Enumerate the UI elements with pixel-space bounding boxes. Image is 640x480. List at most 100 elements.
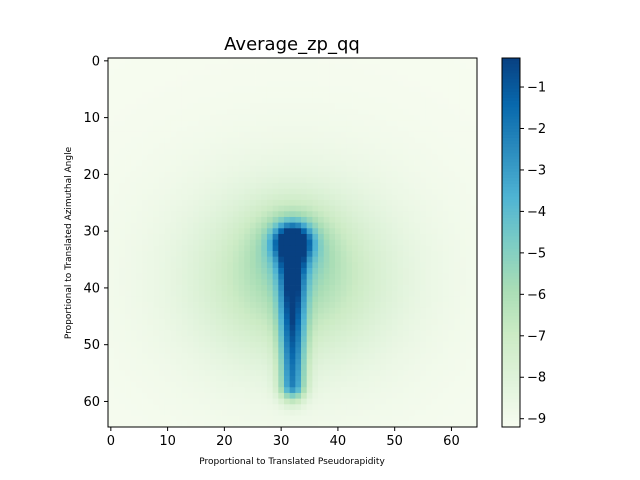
heatmap-cell [170,387,177,394]
heatmap-cell [164,171,171,178]
heatmap-cell [437,216,444,223]
heatmap-cell [386,239,393,246]
heatmap-cell [431,268,438,275]
heatmap-cell [295,228,302,235]
heatmap-cell [431,63,438,70]
heatmap-cell [346,409,353,416]
heatmap-cell [289,194,296,201]
heatmap-cell [221,273,228,280]
heatmap-cell [374,137,381,144]
heatmap-cell [136,279,143,286]
heatmap-cell [238,69,245,76]
heatmap-cell [301,216,308,223]
heatmap-cell [244,273,251,280]
heatmap-cell [414,268,421,275]
heatmap-cell [147,392,154,399]
heatmap-cell [437,188,444,195]
heatmap-cell [283,381,291,388]
heatmap-cell [187,148,194,155]
heatmap-cell [255,404,262,411]
heatmap-cell [227,279,234,286]
heatmap-cell [244,80,251,87]
heatmap-cell [204,415,211,422]
heatmap-cell [147,233,154,241]
heatmap-cell [238,290,245,297]
heatmap-cell [295,330,302,337]
heatmap-cell [295,177,302,184]
colorbar-segment [502,64,520,68]
heatmap-cell [119,302,126,309]
heatmap-cell [170,171,177,178]
heatmap-cell [335,330,342,337]
heatmap-cell [346,313,353,320]
heatmap-cell [142,143,149,150]
heatmap-cell [352,313,359,320]
heatmap-cell [289,279,296,286]
heatmap-cell [363,251,370,258]
heatmap-cell [170,69,177,76]
heatmap-cell [278,415,285,422]
heatmap-cell [227,58,234,65]
heatmap-cell [255,205,262,212]
heatmap-cell [448,336,455,343]
heatmap-cell [266,364,273,371]
heatmap-cell [198,137,205,144]
heatmap-cell [261,120,268,127]
heatmap-cell [431,319,438,326]
heatmap-cell [227,245,234,252]
colorbar-segment [502,331,520,336]
heatmap-cell [266,262,273,269]
colorbar-segment [502,337,520,342]
heatmap-cell [340,302,347,309]
heatmap-cell [369,381,376,388]
chart-title: Average_zp_qq [224,34,360,55]
heatmap-cell [425,86,432,93]
heatmap-cell [261,324,268,331]
heatmap-cell [408,307,415,314]
heatmap-cell [232,194,239,201]
heatmap-cell [465,148,472,155]
heatmap-cell [164,177,171,184]
heatmap-cell [386,92,393,99]
heatmap-cell [323,165,330,172]
heatmap-cell [170,148,177,155]
heatmap-cell [142,290,149,297]
heatmap-cell [198,245,205,252]
heatmap-cell [204,268,211,275]
heatmap-cell [193,194,200,201]
heatmap-cell [125,205,132,212]
heatmap-cell [318,109,325,116]
heatmap-cell [386,319,393,326]
heatmap-cell [295,80,302,87]
heatmap-cell [408,409,415,416]
heatmap-cell [187,268,194,275]
heatmap-cell [147,353,154,360]
heatmap-cell [465,415,472,422]
colorbar-segment [502,91,520,96]
heatmap-cell [215,80,222,87]
heatmap-cell [301,194,308,201]
heatmap-cell [318,245,325,252]
heatmap-cell [346,114,353,121]
heatmap-cell [312,86,319,93]
heatmap-cell [176,58,183,65]
heatmap-cell [374,307,381,314]
heatmap-cell [442,296,449,303]
heatmap-cell [318,370,325,377]
heatmap-cell [221,58,228,65]
heatmap-cell [261,109,268,116]
heatmap-cell [437,154,444,161]
heatmap-cell [193,353,200,360]
heatmap-cell [181,409,188,416]
heatmap-cell [431,143,438,150]
heatmap-cell [187,216,194,223]
heatmap-cell [238,148,245,155]
heatmap-cell [244,97,251,104]
heatmap-cell [346,262,353,269]
heatmap-cell [335,148,342,155]
heatmap-cell [187,387,194,394]
heatmap-cell [187,302,194,309]
heatmap-cell [170,398,177,405]
heatmap-cell [420,415,427,422]
